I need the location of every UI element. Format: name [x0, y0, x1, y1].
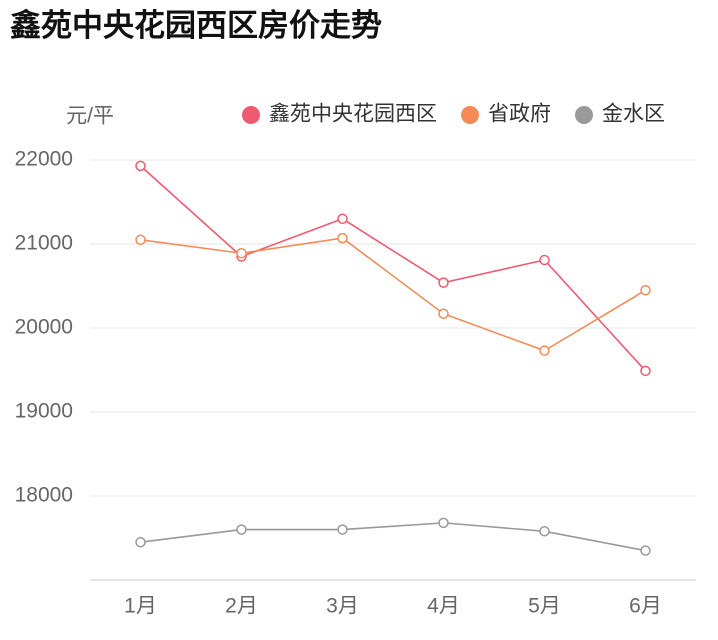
series-line — [140, 522, 646, 552]
y-tick-label: 22000 — [15, 148, 73, 171]
data-point — [640, 545, 651, 556]
data-point — [236, 524, 247, 535]
legend-label: 金水区 — [602, 103, 665, 126]
data-point — [135, 160, 146, 172]
y-axis-label: 元/平 — [66, 105, 114, 128]
data-point — [337, 524, 348, 535]
series-line — [139, 165, 647, 372]
data-point — [438, 517, 449, 529]
x-tick-label: 5月 — [528, 595, 561, 618]
y-tick-label: 19000 — [15, 400, 73, 423]
data-point — [135, 234, 146, 246]
data-point — [438, 308, 449, 319]
x-tick-label: 2月 — [225, 595, 258, 618]
legend-marker — [461, 106, 479, 124]
data-point — [236, 247, 247, 259]
series-line — [140, 237, 646, 352]
data-point — [640, 365, 651, 377]
data-point — [539, 526, 550, 537]
data-point — [135, 536, 146, 548]
data-point — [640, 284, 651, 296]
data-point — [337, 213, 348, 225]
chart-title: 鑫苑中央花园西区房价走势 — [10, 8, 382, 43]
legend-marker — [575, 106, 593, 124]
legend-label: 省政府 — [488, 103, 551, 126]
legend-marker — [242, 106, 260, 124]
data-point — [438, 277, 449, 288]
legend-label: 鑫苑中央花园西区 — [269, 103, 437, 126]
x-tick-label: 6月 — [629, 595, 662, 618]
data-point — [539, 345, 550, 356]
x-tick-label: 1月 — [124, 595, 157, 618]
x-tick-label: 3月 — [326, 595, 359, 618]
x-tick-label: 4月 — [427, 595, 460, 618]
data-point — [539, 254, 550, 266]
y-tick-label: 20000 — [15, 316, 73, 339]
data-point — [337, 232, 348, 244]
y-tick-label: 18000 — [15, 484, 73, 507]
y-tick-label: 21000 — [15, 232, 73, 255]
